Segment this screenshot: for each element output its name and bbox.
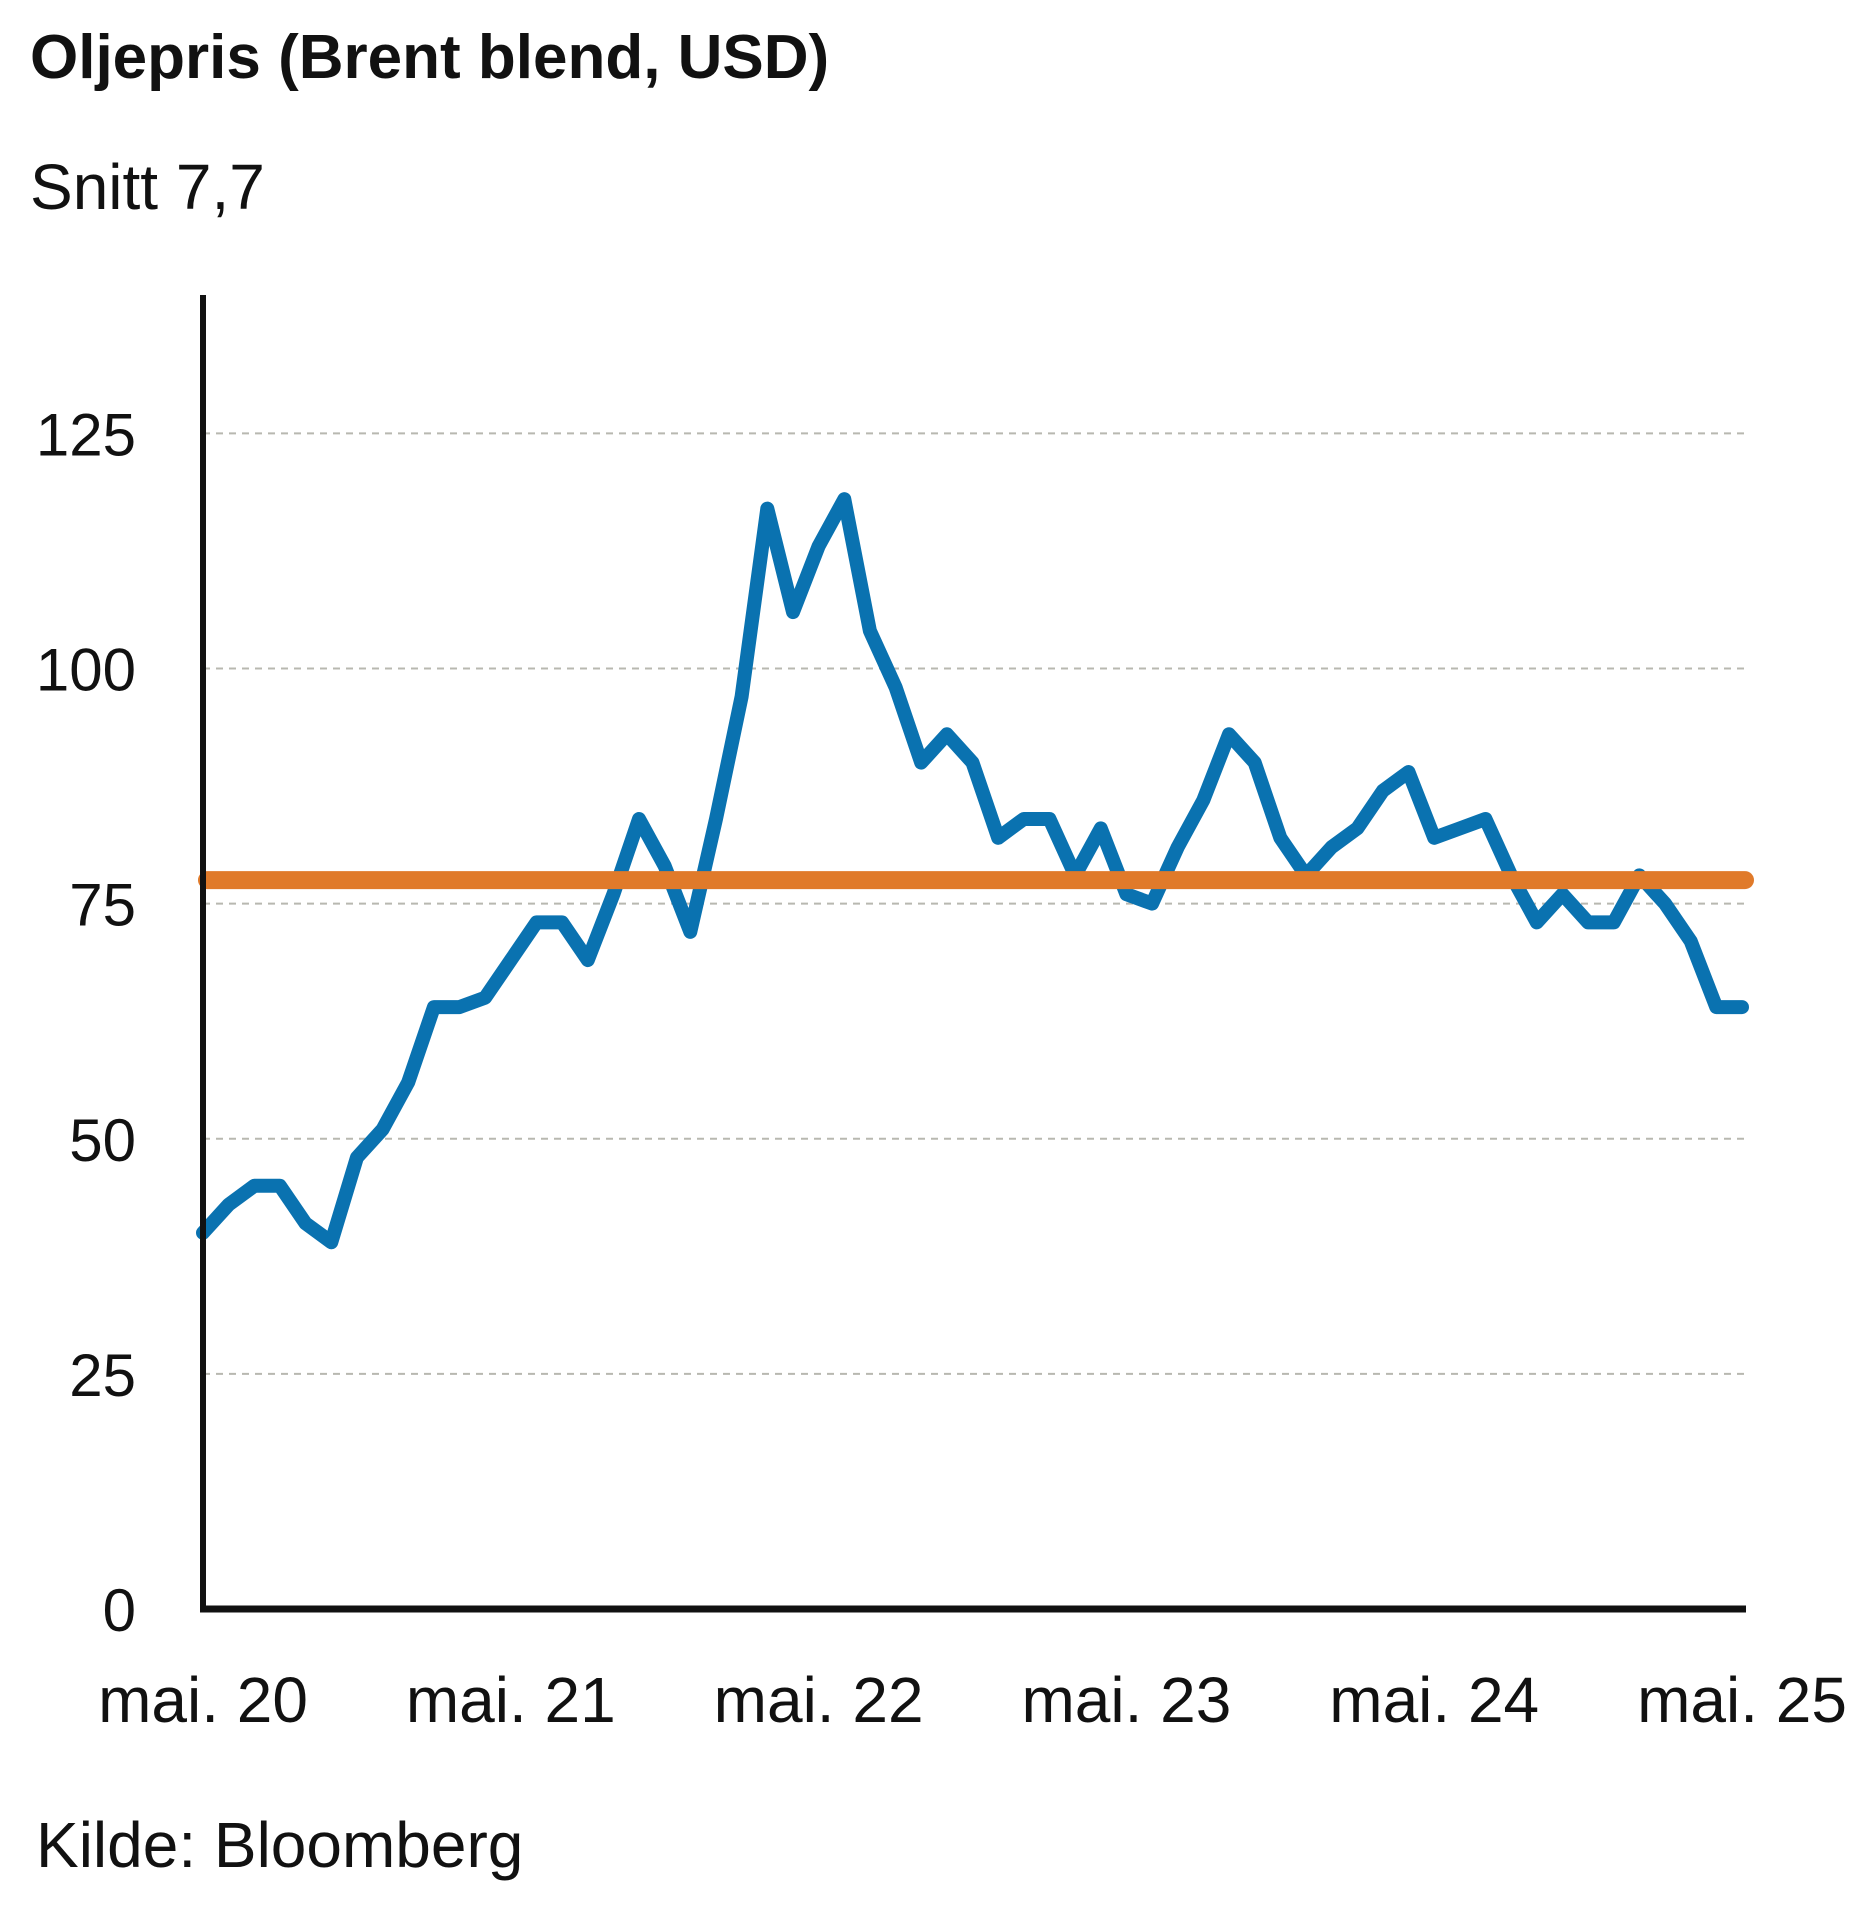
x-axis-ticks: mai. 20 mai. 21 mai. 22 mai. 23 mai. 24 mai. … <box>98 1664 1847 1736</box>
source-note: Kilde: Bloomberg <box>36 1809 524 1881</box>
y-axis-ticks: 0 25 50 75 100 125 <box>36 401 136 1644</box>
y-tick-label: 50 <box>69 1107 136 1174</box>
x-tick-label: mai. 20 <box>98 1664 308 1736</box>
x-tick-label: mai. 25 <box>1637 1664 1847 1736</box>
x-tick-label: mai. 23 <box>1021 1664 1231 1736</box>
gridlines <box>203 432 1746 1375</box>
x-tick-label: mai. 22 <box>714 1664 924 1736</box>
y-tick-label: 125 <box>36 401 136 468</box>
brent-price-line <box>196 492 1749 1250</box>
chart-subtitle: Snitt 7,7 <box>30 151 265 223</box>
x-tick-label: mai. 21 <box>406 1664 616 1736</box>
y-tick-label: 75 <box>69 872 136 939</box>
y-tick-label: 25 <box>69 1342 136 1409</box>
x-tick-label: mai. 24 <box>1329 1664 1539 1736</box>
y-tick-label: 100 <box>36 637 136 704</box>
chart-title: Oljepris (Brent blend, USD) <box>30 23 830 92</box>
y-tick-label: 0 <box>103 1577 136 1644</box>
